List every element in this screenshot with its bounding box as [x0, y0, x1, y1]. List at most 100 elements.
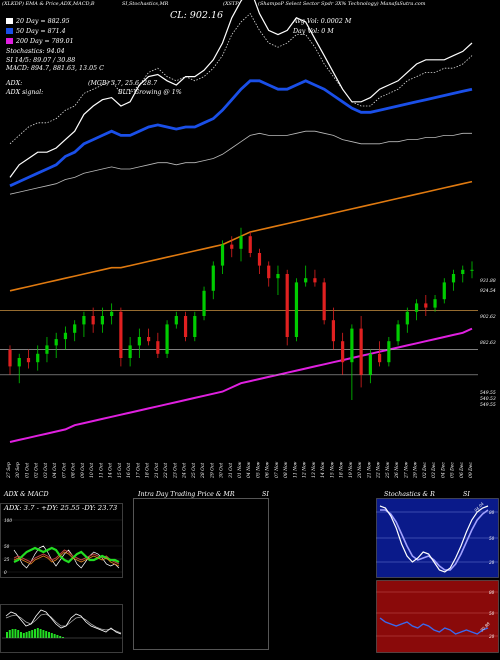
date-label: 30 Sep — [15, 462, 21, 478]
date-label: 11 Nov — [292, 461, 298, 478]
price-axis-tick: 924.54 — [480, 288, 496, 294]
macd-hist-bar — [53, 634, 56, 638]
adx-tick: 100 — [4, 518, 12, 523]
date-label: 24 Oct — [182, 463, 188, 479]
date-label: 04 Dec — [440, 462, 446, 478]
price-axis-tick: 902.62 — [480, 314, 496, 320]
date-label: 27 Sep — [6, 462, 12, 479]
candle — [220, 244, 225, 266]
date-label: 09 Oct — [80, 463, 86, 478]
candle — [248, 236, 252, 253]
date-label: 06 Nov — [265, 461, 271, 478]
date-label: 05 Dec — [450, 462, 456, 478]
si-tick: 80 — [489, 590, 495, 595]
si-line — [379, 617, 489, 635]
date-label: 08 Nov — [283, 461, 289, 478]
candle — [137, 337, 141, 346]
legend-ema20: 20 Day = 882.95 — [6, 18, 70, 25]
si-frame — [376, 580, 499, 653]
adx-tick: 25 — [3, 557, 10, 562]
candle — [26, 358, 31, 363]
date-label: 22 Oct — [163, 463, 169, 479]
date-label: 03 Dec — [431, 462, 437, 478]
candle — [294, 282, 299, 337]
date-label: 28 Oct — [200, 463, 206, 479]
macd-hist-bar — [45, 631, 48, 638]
date-label: 21 Oct — [154, 463, 160, 479]
macd-signal-line — [5, 613, 122, 634]
candle — [202, 290, 206, 316]
candle — [378, 353, 382, 363]
macd-line — [5, 609, 122, 635]
date-label: 07 Oct — [61, 463, 67, 478]
adx-orange-line — [13, 551, 120, 567]
si-line-label: 30.88 — [479, 621, 491, 633]
date-label: 17 Oct — [135, 463, 141, 478]
candle — [128, 345, 132, 358]
date-label: 27 Nov — [403, 461, 409, 479]
date-label: 13 Nov — [311, 461, 317, 478]
date-label: 09 Dec — [468, 462, 474, 478]
stoch-line-label: 94.04 — [473, 501, 485, 513]
macd-hist-bar — [31, 630, 34, 638]
date-label: 26 Nov — [394, 461, 400, 479]
candle — [230, 244, 234, 249]
stochastics-panel-si-title: SI — [463, 491, 470, 498]
stoch-tick: 50 — [489, 536, 495, 541]
macd-hist-bar — [59, 636, 62, 638]
stochastics-value: Stochastics: 94.04 — [6, 48, 65, 55]
stoch-d-line — [380, 509, 489, 571]
intraday-panel — [133, 498, 269, 650]
stoch-tick: 80 — [489, 510, 495, 515]
candle — [82, 316, 86, 325]
chart-title-left: (XLKDP) EMA & Price,ADX,MACD,B — [2, 1, 95, 7]
candle — [368, 353, 372, 375]
candle — [331, 320, 335, 342]
candle — [156, 341, 160, 354]
macd-hist-bar — [42, 630, 45, 638]
candle — [63, 332, 68, 340]
macd-hist-bar — [6, 632, 8, 638]
macd-hist-bar — [62, 637, 64, 638]
date-label: 29 Oct — [209, 463, 215, 479]
date-label: 07 Nov — [274, 461, 280, 478]
ema50-secondary-line — [9, 130, 472, 195]
date-label: 02 Dec — [422, 462, 428, 478]
candle — [211, 265, 215, 291]
date-label: 12 Nov — [302, 461, 308, 478]
macd-hist-bar — [34, 629, 36, 638]
price-axis-tick: 882.63 — [480, 340, 496, 346]
candle — [341, 341, 345, 363]
candle — [433, 299, 437, 308]
ema20-dotted-line — [9, 12, 473, 145]
si-tick: 20 — [488, 634, 495, 639]
candle — [359, 328, 363, 375]
adx-value-label: ADX: 3.7 - +DY: 25.55 -DY: 23.73 — [3, 504, 117, 512]
candle — [470, 269, 474, 271]
date-label: 21 Nov — [366, 461, 372, 479]
candle — [183, 316, 188, 337]
candle — [387, 341, 391, 363]
candle — [73, 324, 77, 333]
price-axis-tick: 540.53 — [480, 396, 496, 402]
candle — [405, 311, 409, 325]
plus-di-line — [13, 546, 120, 564]
macd-hist-bar — [48, 632, 50, 638]
candle — [193, 316, 197, 337]
candle — [239, 236, 243, 249]
candle — [147, 337, 151, 342]
minus-di-line — [13, 549, 120, 565]
band-line — [9, 327, 473, 443]
stochastics-panel-title: Stochastics & R — [384, 491, 435, 498]
date-label: 04 Oct — [52, 463, 58, 478]
candle — [350, 328, 354, 363]
candle — [276, 274, 280, 279]
date-label: 15 Nov — [329, 461, 335, 478]
candle — [119, 311, 123, 358]
adx-tick: 50 — [4, 544, 10, 549]
adx-label: ADX: — [6, 80, 23, 87]
candle — [304, 278, 308, 283]
date-label: 01 Oct — [24, 463, 30, 478]
adx-tick: 0 — [4, 570, 7, 575]
candle — [100, 316, 104, 325]
